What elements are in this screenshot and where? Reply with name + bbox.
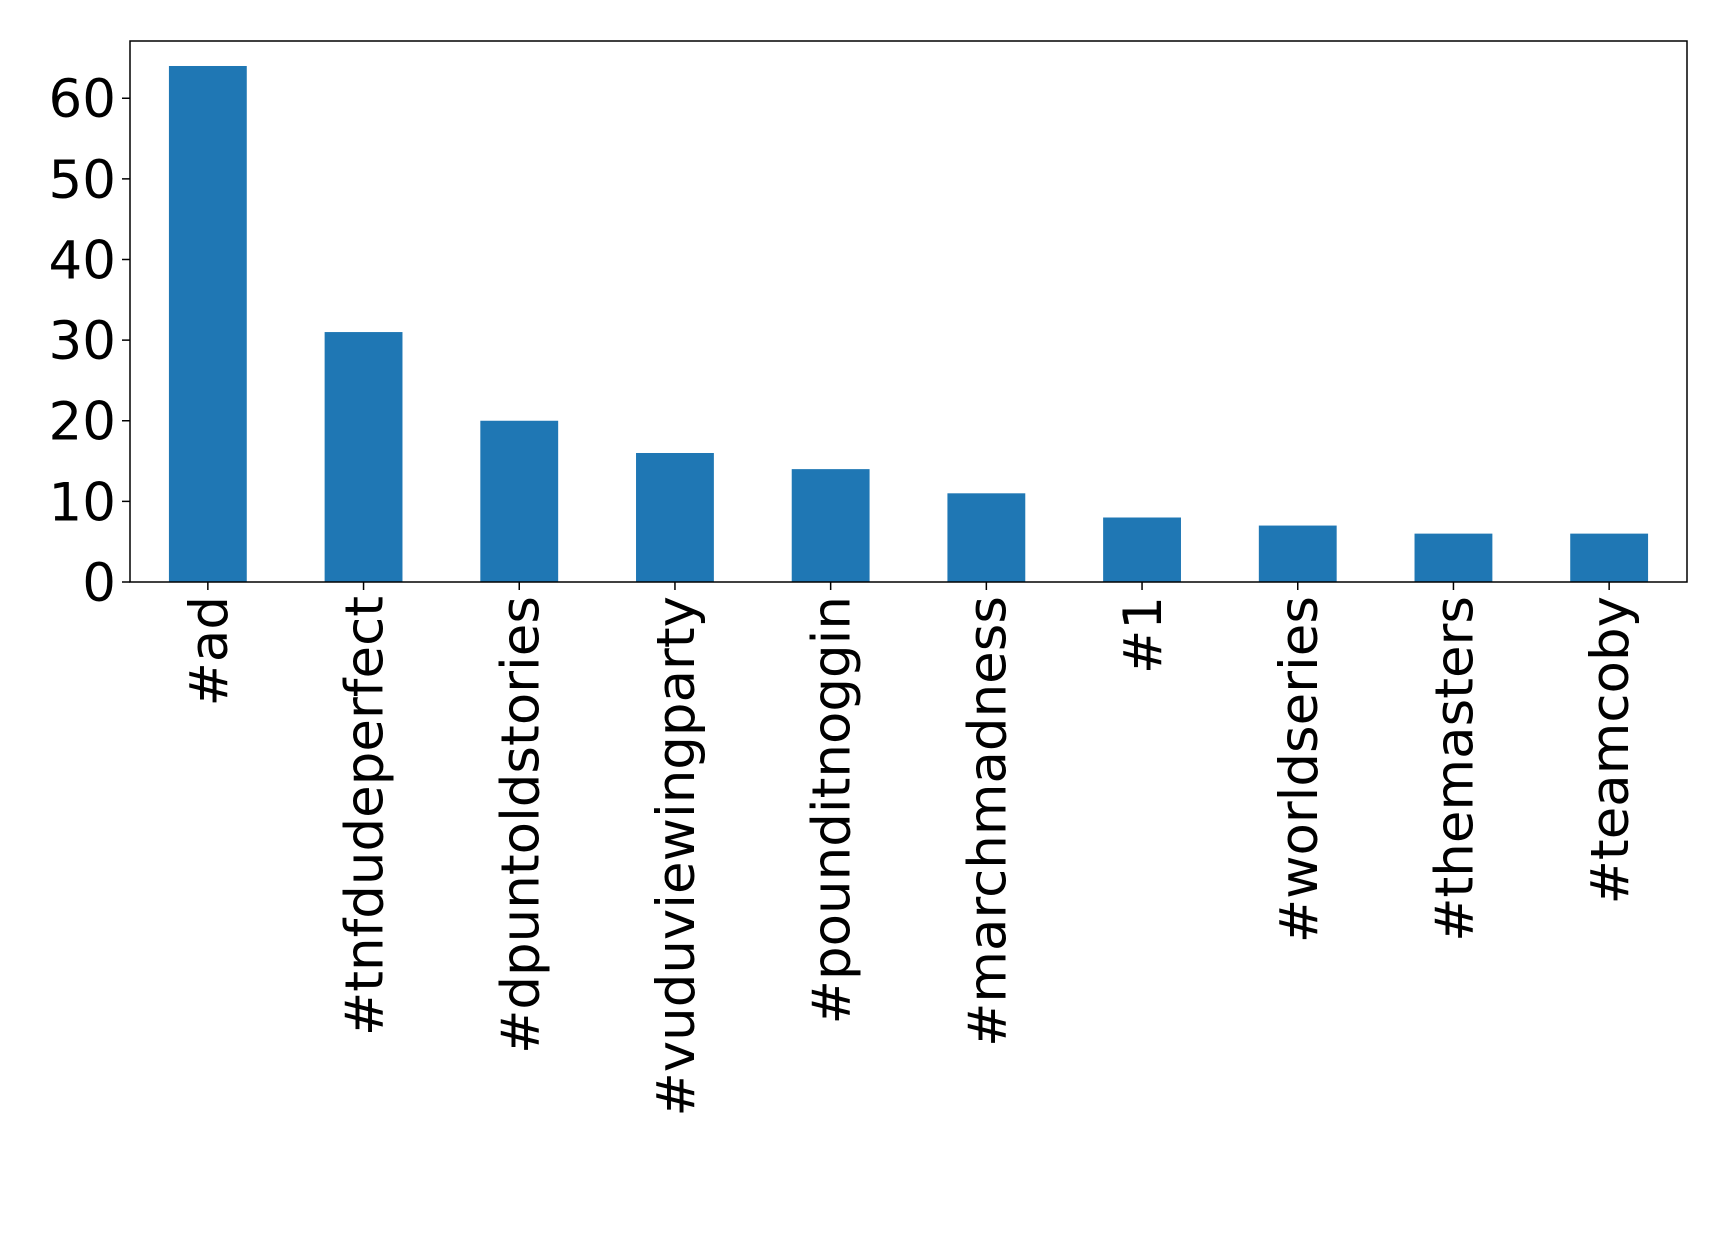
- x-tick-label: #1: [1113, 596, 1174, 674]
- y-tick-label: 30: [49, 311, 116, 372]
- bar: [1570, 533, 1649, 582]
- axes-frame: [129, 40, 1688, 583]
- x-tick-label: #teamcoby: [1580, 596, 1641, 904]
- bar: [168, 65, 247, 583]
- bar: [947, 493, 1026, 582]
- bar: [1258, 525, 1337, 582]
- y-tick-label: 40: [49, 230, 116, 291]
- y-tick-label: 20: [49, 392, 116, 453]
- y-tick-label: 50: [49, 150, 116, 211]
- x-tick-label: #themasters: [1424, 596, 1485, 942]
- bar: [636, 452, 714, 582]
- bar: [1103, 517, 1181, 582]
- bar: [791, 469, 870, 582]
- x-tick-label: #dpuntoldstories: [490, 596, 551, 1054]
- bar: [480, 420, 559, 582]
- y-tick-label: 0: [82, 553, 116, 614]
- x-tick-label: #worldseries: [1269, 596, 1330, 943]
- x-tick-label: #ad: [179, 596, 240, 707]
- x-tick-label: #tnfdudeperfect: [335, 596, 396, 1036]
- x-tick-label: #marchmadness: [957, 596, 1018, 1047]
- y-tick-label: 60: [49, 69, 116, 130]
- bar: [1414, 533, 1493, 582]
- y-tick-label: 10: [49, 472, 116, 533]
- x-tick-label: #pounditnoggin: [802, 596, 863, 1024]
- bar: [324, 332, 403, 582]
- x-tick-label: #vuduviewingparty: [646, 596, 707, 1117]
